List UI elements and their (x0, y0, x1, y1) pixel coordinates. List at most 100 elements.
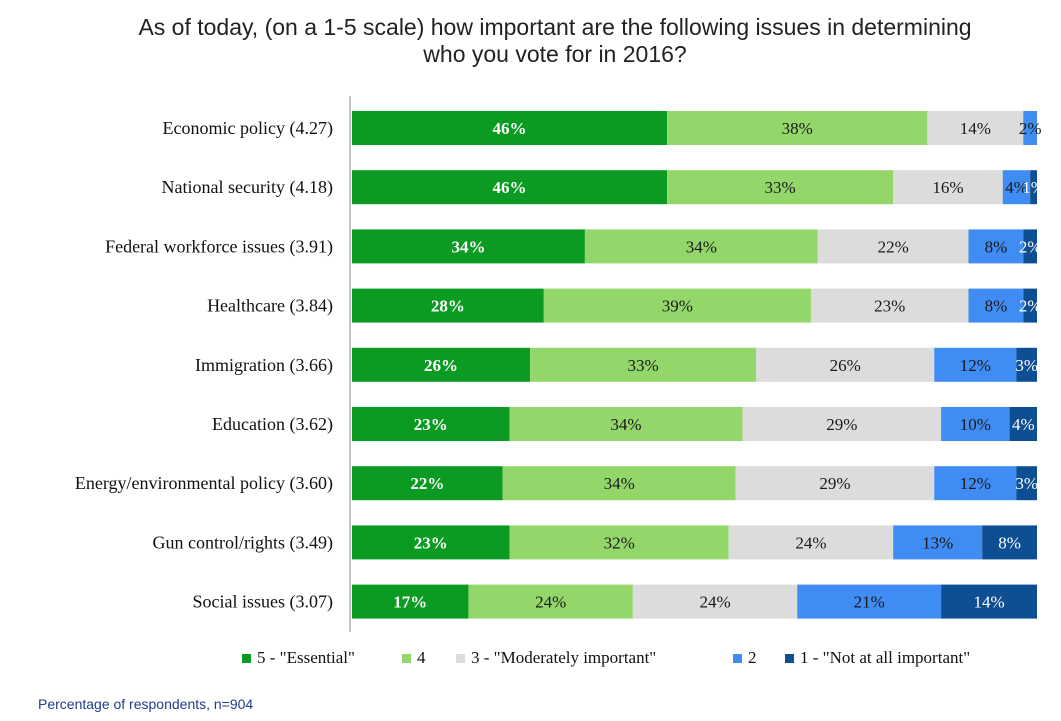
data-label: 4% (1012, 415, 1035, 434)
bar-segment (632, 584, 798, 619)
bar-segment (742, 407, 942, 441)
data-label: 34% (686, 237, 717, 256)
bar-segment (893, 170, 1003, 205)
data-label: 13% (922, 533, 953, 552)
bar-segment (509, 525, 729, 560)
legend-label: 5 - "Essential" (257, 648, 355, 667)
legend-label: 2 (748, 648, 757, 667)
legend-item: 1 - "Not at all important" (785, 648, 970, 668)
data-label: 23% (414, 415, 448, 434)
bar-segment (1009, 407, 1037, 441)
legend-item: 2 (733, 648, 757, 668)
chart-title-line-2: who you vote for in 2016? (423, 41, 687, 67)
category-label: Energy/environmental policy (3.60) (75, 473, 333, 494)
category-label: Healthcare (3.84) (207, 296, 333, 317)
legend-label: 4 (417, 648, 426, 667)
data-label: 23% (874, 297, 905, 316)
bar-segment (509, 407, 743, 441)
data-label: 24% (699, 593, 730, 612)
data-label: 39% (662, 297, 693, 316)
bar-segment (352, 229, 585, 264)
data-label: 32% (604, 533, 635, 552)
category-label: Immigration (3.66) (195, 355, 333, 376)
data-label: 21% (854, 593, 885, 612)
bar-segment (968, 229, 1024, 264)
data-label: 2% (1019, 237, 1042, 256)
bar-segment (941, 407, 1010, 441)
data-label: 2% (1019, 297, 1042, 316)
data-label: 3% (1015, 474, 1038, 493)
data-label: 8% (985, 237, 1008, 256)
legend-item: 4 (402, 648, 426, 668)
data-label: 16% (932, 178, 963, 197)
bar-segment (468, 584, 633, 619)
data-label: 46% (493, 178, 527, 197)
legend-label: 3 - "Moderately important" (471, 648, 657, 667)
chart-title-line-1: As of today, (on a 1-5 scale) how import… (138, 14, 972, 40)
data-label: 28% (431, 297, 465, 316)
data-label: 24% (795, 533, 826, 552)
data-label: 22% (410, 474, 444, 493)
data-label: 8% (998, 533, 1021, 552)
bar-segment (352, 288, 544, 323)
bar-segment (1016, 347, 1037, 382)
footnote: Percentage of respondents, n=904 (38, 696, 254, 712)
data-label: 22% (878, 237, 909, 256)
category-label: Economic policy (4.27) (163, 118, 333, 139)
bar-segment (893, 525, 983, 560)
data-label: 14% (960, 119, 991, 138)
data-label: 23% (414, 533, 448, 552)
bar-segment (735, 466, 935, 501)
bar-segment (817, 229, 969, 264)
bar-segment (934, 347, 1017, 382)
data-label: 26% (424, 356, 458, 375)
legend-swatch (456, 653, 465, 663)
legend-item: 3 - "Moderately important" (456, 648, 656, 668)
legend-label: 1 - "Not at all important" (800, 648, 971, 667)
data-label: 2% (1019, 119, 1042, 138)
bar-segment (352, 466, 503, 501)
bar-segment (1023, 288, 1037, 323)
data-label: 33% (628, 356, 659, 375)
bar-segment (982, 525, 1037, 560)
legend-swatch (733, 653, 742, 663)
bar-segment (728, 525, 894, 560)
category-label: Gun control/rights (3.49) (153, 532, 333, 553)
data-label: 1% (1022, 178, 1045, 197)
data-label: 26% (830, 356, 861, 375)
data-label: 34% (604, 474, 635, 493)
category-label: Federal workforce issues (3.91) (105, 236, 333, 257)
bar-segment (927, 111, 1024, 145)
data-label: 8% (985, 297, 1008, 316)
data-label: 34% (451, 237, 485, 256)
data-label: 12% (960, 356, 991, 375)
data-label: 24% (535, 593, 566, 612)
bar-segment (1030, 170, 1037, 205)
bar-segment (667, 170, 894, 205)
bar-segment (810, 288, 969, 323)
data-label: 14% (973, 593, 1004, 612)
legend-swatch (402, 653, 411, 663)
bar-segment (1002, 170, 1031, 205)
bar-segment (941, 584, 1037, 619)
bar-segment (756, 347, 935, 382)
data-label: 38% (782, 119, 813, 138)
bar-segment (530, 347, 757, 382)
bar-segment (934, 466, 1017, 501)
bar-segment (352, 347, 531, 382)
bar-segment (352, 525, 510, 560)
data-label: 29% (826, 415, 857, 434)
bar-segment (502, 466, 736, 501)
data-label: 34% (610, 415, 641, 434)
bar-segment (543, 288, 811, 323)
category-label: National security (4.18) (162, 177, 333, 198)
chart-title: As of today, (on a 1-5 scale) how import… (0, 14, 1061, 68)
bar-segment (352, 170, 668, 205)
bar-segment (1023, 229, 1037, 264)
legend-swatch (242, 653, 251, 663)
legend-swatch (785, 653, 794, 663)
bar-segment (1023, 111, 1037, 145)
bar-segment (584, 229, 818, 264)
data-label: 3% (1015, 356, 1038, 375)
